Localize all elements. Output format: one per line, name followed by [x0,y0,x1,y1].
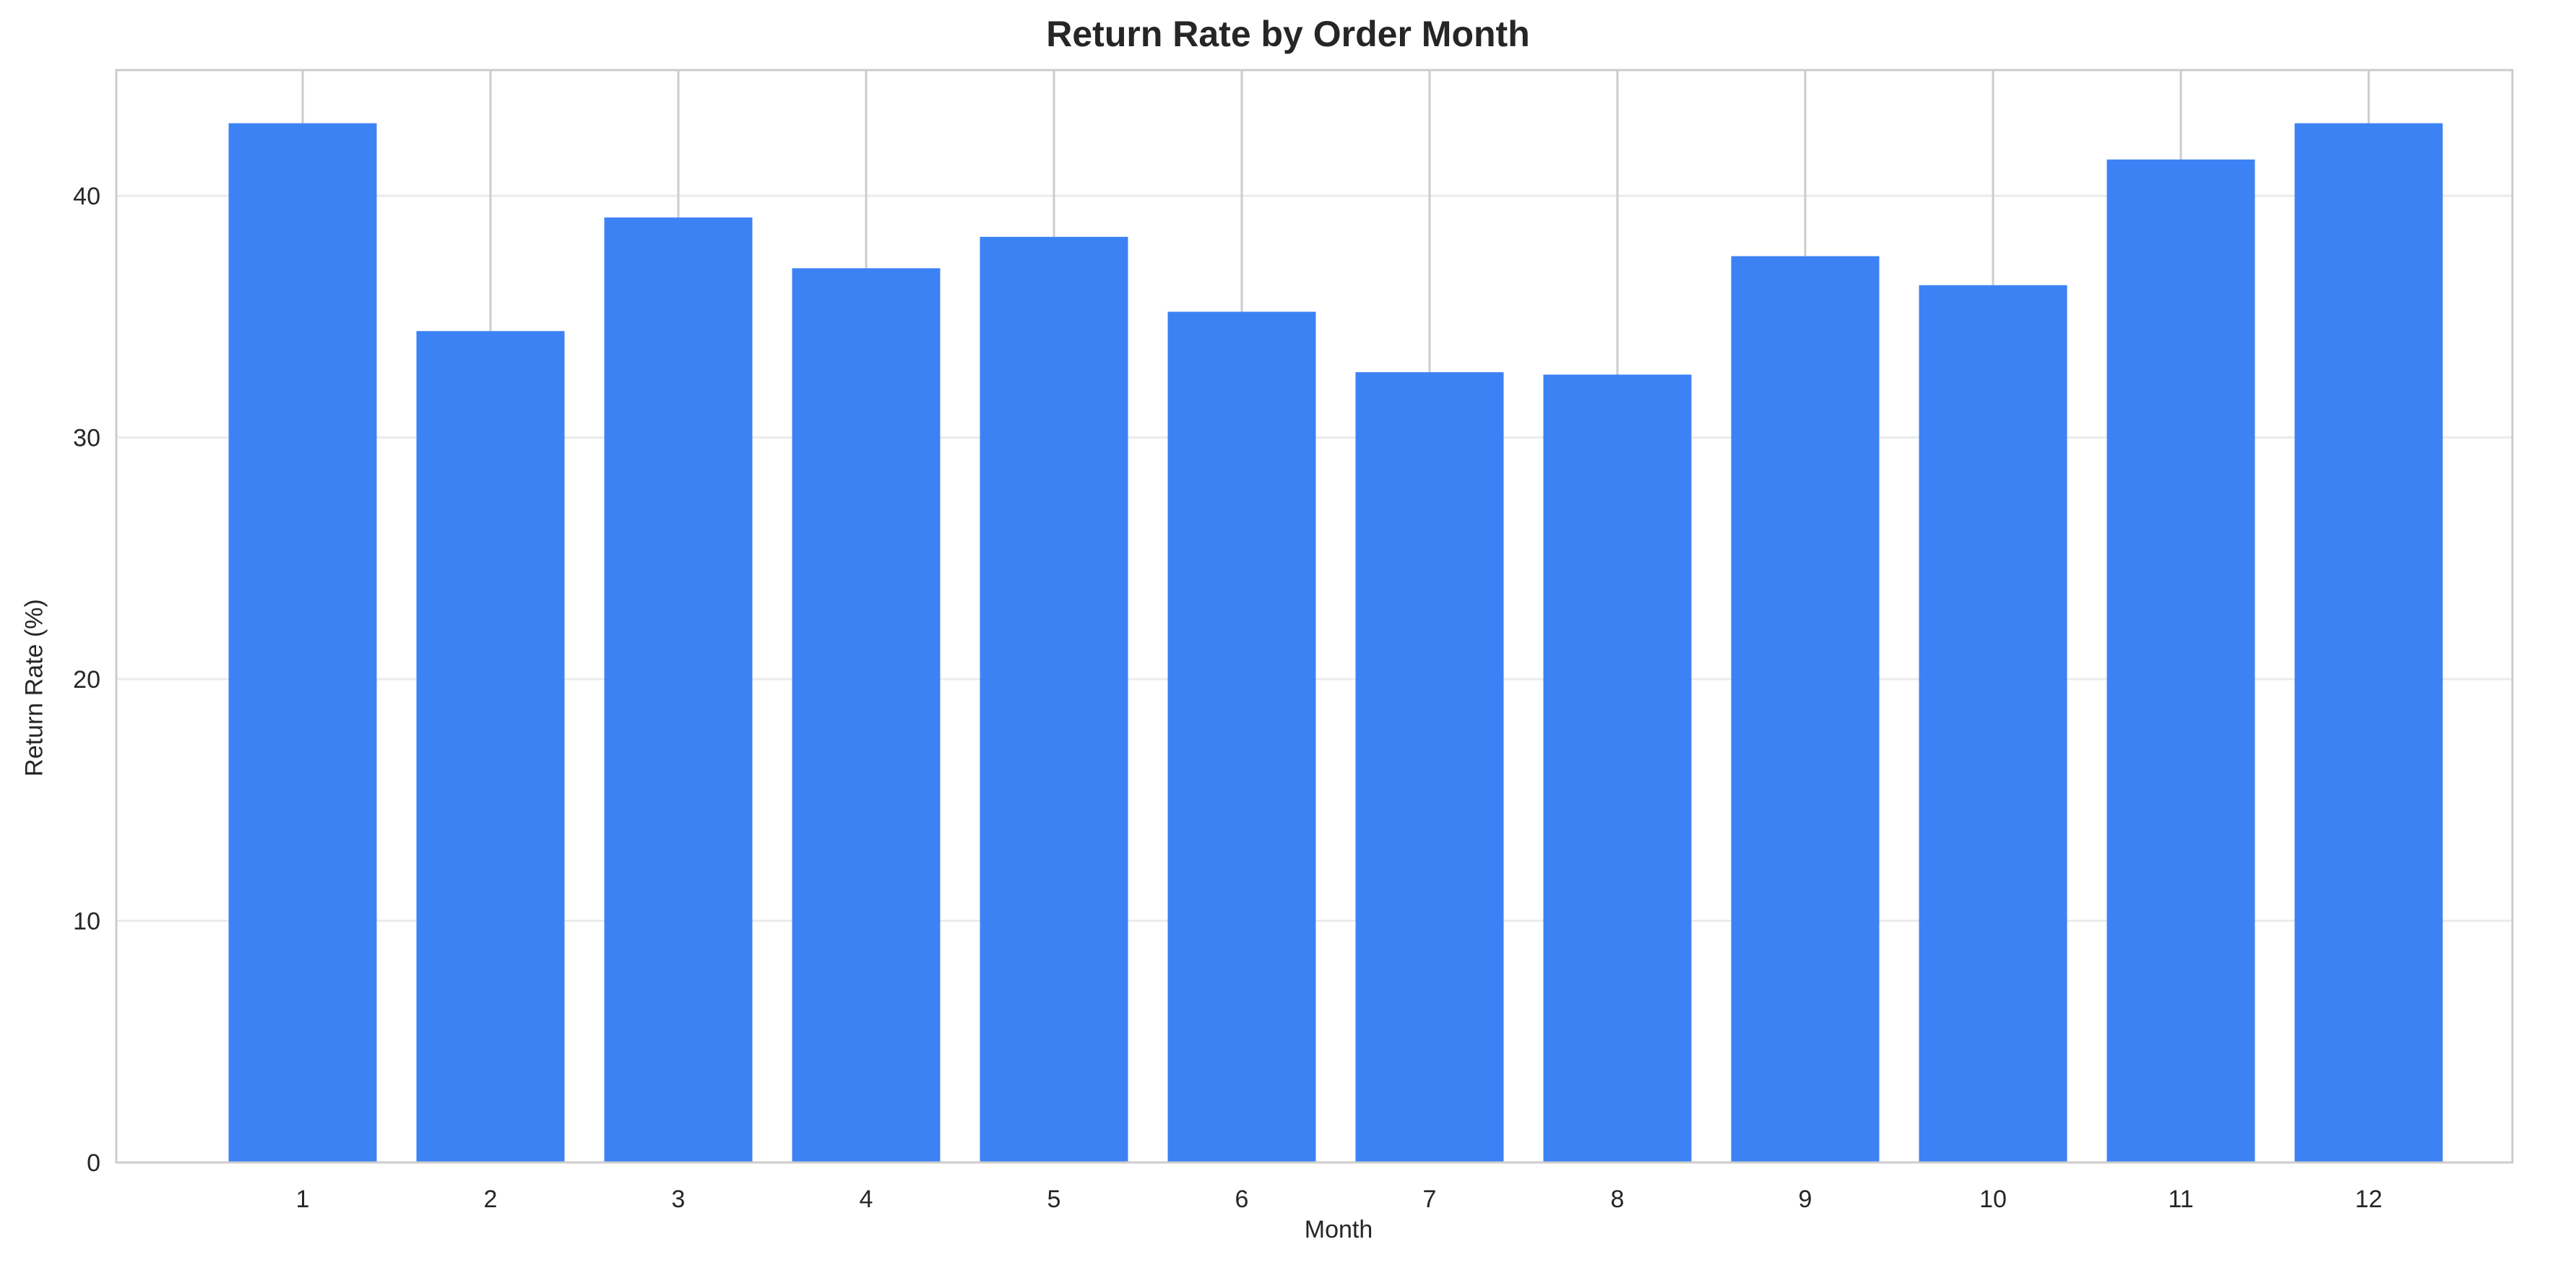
y-tick-label: 30 [73,424,100,452]
x-tick-label: 4 [860,1186,873,1213]
bar-month-9 [1731,256,1880,1163]
x-tick-label: 3 [672,1186,686,1213]
bar-month-5 [980,236,1128,1162]
x-tick-label: 2 [484,1186,498,1213]
bar-month-12 [2294,123,2443,1163]
bar-month-8 [1543,374,1692,1162]
x-tick-label: 1 [296,1186,310,1213]
x-tick-label: 5 [1047,1186,1061,1213]
bar-month-10 [1919,285,2067,1163]
bar-month-2 [416,331,565,1163]
chart-title: Return Rate by Order Month [1046,14,1530,54]
y-tick-label: 20 [73,666,100,694]
x-tick-label: 10 [1979,1186,2007,1213]
x-tick-label: 12 [2355,1186,2382,1213]
bar-month-11 [2106,159,2255,1163]
y-tick-label: 40 [73,183,100,210]
bar-month-3 [604,217,753,1162]
bar-month-4 [792,268,941,1162]
y-tick-label: 10 [73,907,100,935]
x-axis-label: Month [1304,1216,1373,1243]
x-tick-label: 8 [1611,1186,1625,1213]
x-tick-label: 9 [1799,1186,1812,1213]
bar-month-1 [228,123,377,1163]
plot-frame [115,69,2514,1164]
y-tick-label: 0 [87,1149,100,1177]
x-tick-label: 11 [2168,1186,2193,1213]
bar-month-6 [1167,311,1316,1162]
x-tick-label: 7 [1423,1186,1437,1213]
x-tick-label: 6 [1235,1186,1249,1213]
bar-month-7 [1355,372,1504,1162]
